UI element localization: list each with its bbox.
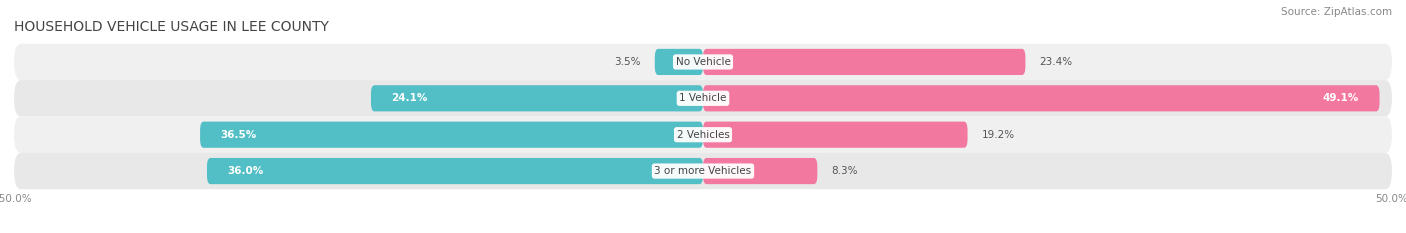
FancyBboxPatch shape [207,158,703,184]
FancyBboxPatch shape [371,85,703,111]
FancyBboxPatch shape [703,49,1025,75]
Text: 1 Vehicle: 1 Vehicle [679,93,727,103]
Text: 8.3%: 8.3% [831,166,858,176]
FancyBboxPatch shape [14,116,1392,153]
Text: HOUSEHOLD VEHICLE USAGE IN LEE COUNTY: HOUSEHOLD VEHICLE USAGE IN LEE COUNTY [14,20,329,34]
Text: 49.1%: 49.1% [1323,93,1358,103]
FancyBboxPatch shape [703,122,967,148]
Text: 3 or more Vehicles: 3 or more Vehicles [654,166,752,176]
Text: 36.0%: 36.0% [228,166,264,176]
Text: 19.2%: 19.2% [981,130,1015,140]
Text: 23.4%: 23.4% [1039,57,1073,67]
FancyBboxPatch shape [655,49,703,75]
Text: 2 Vehicles: 2 Vehicles [676,130,730,140]
FancyBboxPatch shape [14,44,1392,80]
FancyBboxPatch shape [703,85,1379,111]
Text: 24.1%: 24.1% [392,93,427,103]
Text: 3.5%: 3.5% [614,57,641,67]
FancyBboxPatch shape [703,158,817,184]
FancyBboxPatch shape [14,80,1392,116]
FancyBboxPatch shape [200,122,703,148]
FancyBboxPatch shape [14,153,1392,189]
Text: No Vehicle: No Vehicle [675,57,731,67]
Text: 36.5%: 36.5% [221,130,257,140]
Text: Source: ZipAtlas.com: Source: ZipAtlas.com [1281,7,1392,17]
